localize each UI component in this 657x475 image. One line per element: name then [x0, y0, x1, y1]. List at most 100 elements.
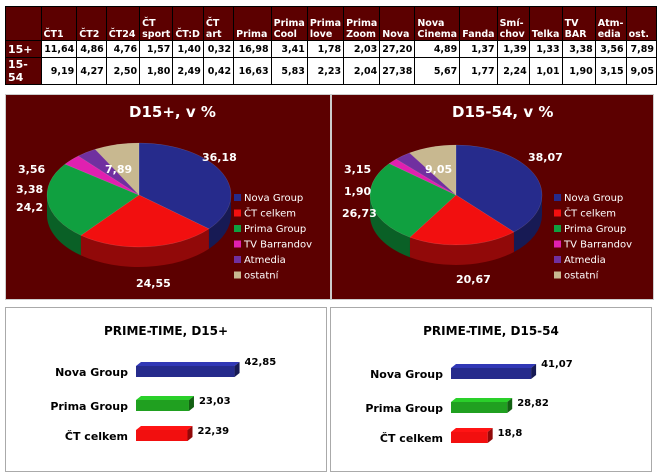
data-label: 41,07 [541, 359, 573, 370]
table-cell: 16,98 [233, 40, 272, 58]
table-cell: 7,89 [625, 40, 657, 58]
pie-slice [138, 142, 232, 230]
table-cell: 9,05 [625, 57, 657, 85]
legend-swatch [554, 240, 561, 248]
category-label: Nova Group [370, 368, 443, 381]
pie-slice-side [409, 231, 514, 265]
chart-title: D15+, v % [129, 103, 216, 121]
table-cell: 27,20 [379, 40, 416, 58]
pie-slice [388, 158, 457, 196]
chart-title: PRIME-TIME, D15-54 [423, 324, 559, 338]
chart-title: PRIME-TIME, D15+ [104, 324, 228, 338]
bar [451, 368, 532, 379]
table-cell: 16,63 [233, 57, 272, 85]
table-cell: 4,76 [105, 40, 141, 58]
legend-label: ČT celkem [564, 207, 616, 220]
column-header: ČT:D [172, 6, 204, 41]
table-cell: 2,04 [343, 57, 381, 85]
pie-slice-side [370, 195, 410, 258]
row-header: 15-54 [5, 57, 42, 85]
table-cell: 0,42 [202, 57, 235, 85]
table-cell: 1,57 [139, 40, 174, 58]
data-label: 36,18 [202, 151, 237, 164]
legend-label: Atmedia [564, 255, 606, 266]
legend-label: ostatní [244, 270, 280, 282]
legend-label: Nova Group [244, 193, 303, 204]
table-cell: 1,37 [459, 40, 498, 58]
column-header: ČT1 [40, 6, 78, 41]
data-label: 3,56 [18, 163, 45, 176]
column-header: Atm- edia [594, 6, 627, 41]
table-cell: 0,32 [202, 40, 235, 58]
table-cell: 1,33 [528, 40, 563, 58]
category-label: ČT celkem [380, 432, 443, 445]
bar [451, 402, 508, 413]
table-cell: 5,67 [414, 57, 461, 85]
table-cell: 9,19 [40, 57, 78, 85]
legend-label: TV Barrandov [563, 240, 632, 251]
bar-top [136, 362, 240, 366]
bar-panel-d15: PRIME-TIME, D15+ Nova Group 42,85 Prima Gro… [5, 307, 327, 472]
data-label: 18,8 [498, 428, 523, 439]
data-label: 24,2 [16, 201, 43, 214]
legend-swatch [554, 271, 561, 279]
table-cell: 1,39 [496, 40, 530, 58]
pie-slice-side [513, 195, 542, 252]
pie-slice [455, 144, 543, 233]
column-header: Smí- chov [496, 6, 530, 41]
table-row: 15-54 9,19 4,27 2,50 1,80 2,49 0,42 16,63 5,83 2,… [5, 57, 657, 85]
data-label: 26,73 [342, 207, 377, 220]
category-label: Prima Group [50, 400, 128, 413]
pie-slice [80, 194, 210, 248]
category-label: Nova Group [55, 366, 128, 379]
ratings-table: ČT1 ČT2 ČT24 ČT sport ČT:D ČT art Prima Prima C… [5, 6, 657, 85]
pie-slice [46, 163, 140, 236]
table-cell: 4,89 [414, 40, 461, 58]
table-row: 15+ 11,64 4,86 4,76 1,57 1,40 0,32 16,98 3,41 1,7… [5, 40, 657, 58]
data-label: 1,90 [344, 185, 371, 198]
bar-side [188, 396, 194, 411]
table-cell: 27,38 [379, 57, 416, 85]
bar-top [451, 398, 513, 402]
bar-side [187, 426, 193, 441]
pie-slice-side [80, 228, 209, 267]
table-cell: 1,80 [139, 57, 174, 85]
column-header: ČT sport [139, 6, 174, 41]
bar [451, 432, 488, 443]
pie-slice [64, 155, 140, 196]
row-header: 15+ [5, 40, 42, 58]
table-cell: 1,77 [459, 57, 498, 85]
bar-top [136, 426, 193, 430]
legend-swatch [554, 225, 561, 232]
table-cell: 2,50 [105, 57, 141, 85]
bar [136, 366, 235, 377]
legend-swatch [554, 256, 561, 263]
bar-panel-d15-54: PRIME-TIME, D15-54 Nova Group 41,07 Prima G… [330, 307, 652, 472]
legend-swatch [234, 256, 241, 263]
legend-label: ČT celkem [244, 207, 296, 220]
table-cell: 2,49 [172, 57, 204, 85]
column-header: Telka [528, 6, 563, 41]
column-header: ČT2 [76, 6, 107, 41]
pie-slice [409, 144, 457, 196]
data-label: 7,89 [105, 163, 132, 176]
table-cell: 3,56 [594, 40, 627, 58]
data-label: 3,38 [16, 183, 43, 196]
table-cell: 1,78 [306, 40, 345, 58]
bar-top [451, 428, 493, 432]
bar-top [451, 364, 537, 368]
legend-swatch [554, 194, 561, 201]
pie-slice [409, 194, 515, 246]
bar [136, 400, 189, 411]
legend-label: Prima Group [244, 224, 306, 235]
pie-slice [369, 163, 457, 238]
column-header: Nova [379, 6, 416, 41]
legend-label: TV Barrandov [243, 240, 312, 251]
data-label: 23,03 [199, 396, 231, 407]
column-header: TV BAR [561, 6, 596, 41]
pie-panel-d15-54: D15-54, v % 38,07 20,67 26,73 1,90 3,15 9,05 No… [331, 94, 654, 300]
table-cell: 3,41 [270, 40, 308, 58]
bar-side [531, 364, 537, 379]
table-cell: 1,90 [561, 57, 596, 85]
column-header: Fanda [459, 6, 498, 41]
